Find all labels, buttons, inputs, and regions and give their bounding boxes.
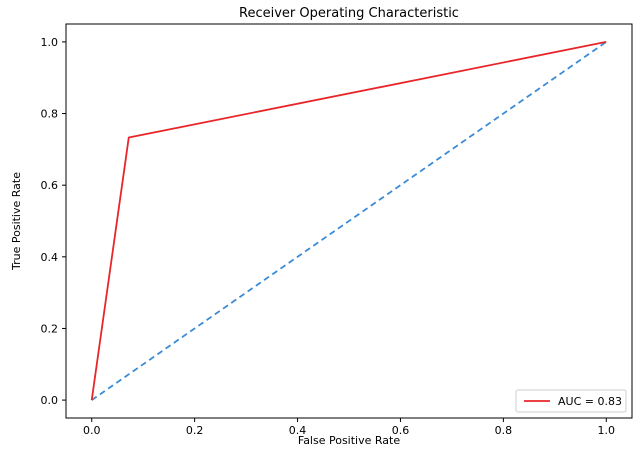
y-tick-label: 0.2 [41,322,59,335]
legend: AUC = 0.83 [515,389,627,413]
x-tick-label: 0.2 [186,424,204,437]
x-axis-ticks: 0.0 0.2 0.4 0.6 0.8 1.0 [83,418,615,437]
y-tick-label: 0.0 [41,394,59,407]
y-tick-label: 0.8 [41,108,59,121]
roc-curve-line [90,41,607,401]
series-layer [90,41,607,401]
x-tick-label: 0.8 [495,424,513,437]
y-tick-label: 1.0 [41,36,59,49]
x-axis-title: False Positive Rate [298,434,400,447]
chart-title: Receiver Operating Characteristic [239,6,459,21]
plot-frame [65,23,633,419]
y-tick-label: 0.6 [41,179,59,192]
y-tick-label: 0.4 [41,251,59,264]
y-axis-title: True Positive Rate [10,172,23,271]
x-tick-label: 0.4 [289,424,307,437]
y-axis-ticks: 0.0 0.2 0.4 0.6 0.8 1.0 [41,36,66,407]
legend-label-auc: AUC = 0.83 [558,395,622,408]
x-tick-label: 0.0 [83,424,101,437]
chance-diagonal-line [91,41,607,401]
legend-box [515,389,627,413]
x-tick-label: 1.0 [598,424,616,437]
x-tick-label: 0.6 [392,424,410,437]
